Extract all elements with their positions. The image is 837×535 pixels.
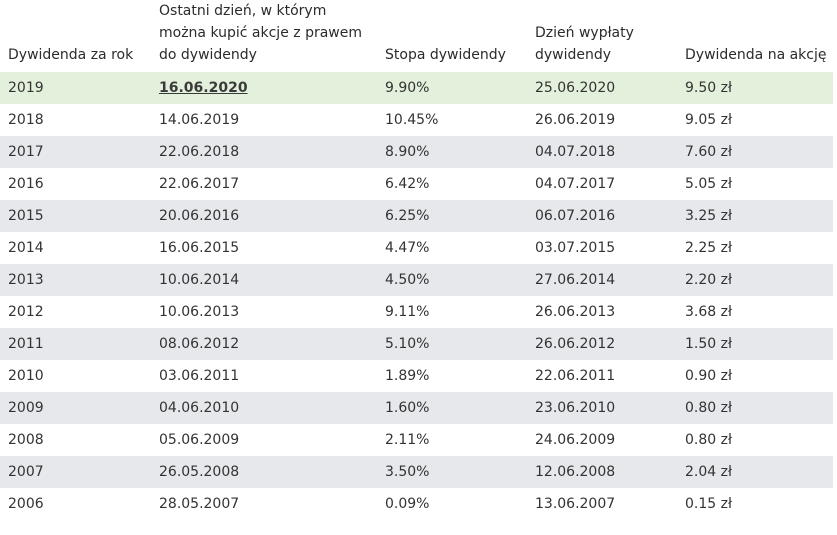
cell-per-share: 0.15 zł — [685, 496, 732, 512]
cell-year: 2014 — [8, 240, 44, 256]
cell-payment-day: 26.06.2019 — [535, 112, 616, 128]
cell-last-day: 16.06.2015 — [159, 240, 240, 256]
cell-last-day: 10.06.2013 — [159, 304, 240, 320]
cell-per-share: 9.50 zł — [677, 72, 833, 104]
cell-payment-day: 27.06.2014 — [527, 264, 677, 296]
cell-last-day: 03.06.2011 — [159, 368, 240, 384]
cell-year: 2016 — [8, 176, 44, 192]
table-row: 2015 20.06.2016 6.25% 06.07.2016 3.25 zł — [0, 200, 833, 232]
cell-payment-day: 23.06.2010 — [527, 392, 677, 424]
cell-yield: 4.50% — [377, 264, 527, 296]
cell-payment-day: 04.07.2017 — [535, 176, 616, 192]
cell-last-day: 28.05.2007 — [159, 496, 240, 512]
cell-yield: 4.47% — [385, 240, 430, 256]
cell-per-share: 3.25 zł — [677, 200, 833, 232]
table-row: 2009 04.06.2010 1.60% 23.06.2010 0.80 zł — [0, 392, 833, 424]
header-last-day: Ostatni dzień, w którym można kupić akcj… — [159, 3, 362, 63]
cell-payment-day: 13.06.2007 — [535, 496, 616, 512]
cell-last-day: 05.06.2009 — [159, 432, 240, 448]
table-row: 2008 05.06.2009 2.11% 24.06.2009 0.80 zł — [0, 424, 833, 456]
cell-year: 2018 — [8, 112, 44, 128]
dividend-history-table: Dywidenda za rok Ostatni dzień, w którym… — [0, 0, 833, 520]
cell-payment-day: 24.06.2009 — [535, 432, 616, 448]
table-row: 2007 26.05.2008 3.50% 12.06.2008 2.04 zł — [0, 456, 833, 488]
cell-yield: 1.60% — [377, 392, 527, 424]
cell-year: 2008 — [8, 432, 44, 448]
cell-yield: 6.25% — [377, 200, 527, 232]
table-row: 2012 10.06.2013 9.11% 26.06.2013 3.68 zł — [0, 296, 833, 328]
cell-year: 2013 — [0, 264, 151, 296]
table-row: 2019 16.06.2020 9.90% 25.06.2020 9.50 zł — [0, 72, 833, 104]
cell-yield: 2.11% — [385, 432, 430, 448]
cell-payment-day: 25.06.2020 — [527, 72, 677, 104]
cell-year: 2012 — [8, 304, 44, 320]
table-row: 2013 10.06.2014 4.50% 27.06.2014 2.20 zł — [0, 264, 833, 296]
header-dividend-year: Dywidenda za rok — [8, 47, 134, 63]
cell-year: 2007 — [0, 456, 151, 488]
cell-last-day: 26.05.2008 — [151, 456, 377, 488]
cell-last-day: 10.06.2014 — [151, 264, 377, 296]
header-dividend-yield: Stopa dywidendy — [385, 47, 506, 63]
cell-per-share: 2.20 zł — [677, 264, 833, 296]
cell-yield: 3.50% — [377, 456, 527, 488]
cell-payment-day: 03.07.2015 — [535, 240, 616, 256]
cell-per-share: 5.05 zł — [685, 176, 732, 192]
table-row: 2014 16.06.2015 4.47% 03.07.2015 2.25 zł — [0, 232, 833, 264]
cell-payment-day: 26.06.2013 — [535, 304, 616, 320]
cell-per-share: 0.80 zł — [677, 392, 833, 424]
cell-yield: 1.89% — [385, 368, 430, 384]
cell-per-share: 9.05 zł — [685, 112, 732, 128]
table-row: 2006 28.05.2007 0.09% 13.06.2007 0.15 zł — [0, 488, 833, 520]
cell-year: 2015 — [0, 200, 151, 232]
cell-yield: 10.45% — [385, 112, 439, 128]
cell-last-day: 04.06.2010 — [151, 392, 377, 424]
cell-yield: 9.90% — [377, 72, 527, 104]
cell-last-day: 20.06.2016 — [151, 200, 377, 232]
cell-per-share: 7.60 zł — [677, 136, 833, 168]
cell-last-day: 08.06.2012 — [151, 328, 377, 360]
cell-last-day: 14.06.2019 — [159, 112, 240, 128]
cell-year: 2011 — [0, 328, 151, 360]
cell-year: 2019 — [0, 72, 151, 104]
cell-last-day: 22.06.2018 — [151, 136, 377, 168]
header-payment-day: Dzień wypłaty dywidendy — [535, 25, 634, 63]
cell-per-share: 2.25 zł — [685, 240, 732, 256]
cell-last-day: 22.06.2017 — [159, 176, 240, 192]
cell-yield: 6.42% — [385, 176, 430, 192]
cell-last-day: 16.06.2020 — [151, 72, 377, 104]
table-row: 2017 22.06.2018 8.90% 04.07.2018 7.60 zł — [0, 136, 833, 168]
cell-payment-day: 04.07.2018 — [527, 136, 677, 168]
last-day-link[interactable]: 16.06.2020 — [159, 80, 248, 96]
table-row: 2010 03.06.2011 1.89% 22.06.2011 0.90 zł — [0, 360, 833, 392]
table-header-row: Dywidenda za rok Ostatni dzień, w którym… — [0, 0, 833, 72]
cell-year: 2009 — [0, 392, 151, 424]
table-row: 2016 22.06.2017 6.42% 04.07.2017 5.05 zł — [0, 168, 833, 200]
table-header: Dywidenda za rok Ostatni dzień, w którym… — [0, 0, 833, 72]
cell-payment-day: 06.07.2016 — [527, 200, 677, 232]
table-row: 2018 14.06.2019 10.45% 26.06.2019 9.05 z… — [0, 104, 833, 136]
table-row: 2011 08.06.2012 5.10% 26.06.2012 1.50 zł — [0, 328, 833, 360]
cell-yield: 5.10% — [377, 328, 527, 360]
cell-yield: 0.09% — [385, 496, 430, 512]
cell-yield: 8.90% — [377, 136, 527, 168]
table-body: 2019 16.06.2020 9.90% 25.06.2020 9.50 zł… — [0, 72, 833, 520]
cell-year: 2010 — [8, 368, 44, 384]
cell-per-share: 0.80 zł — [685, 432, 732, 448]
cell-payment-day: 26.06.2012 — [527, 328, 677, 360]
cell-yield: 9.11% — [385, 304, 430, 320]
cell-per-share: 2.04 zł — [677, 456, 833, 488]
header-dividend-per-share: Dywidenda na akcję — [685, 47, 827, 63]
cell-per-share: 0.90 zł — [685, 368, 732, 384]
cell-year: 2017 — [0, 136, 151, 168]
cell-year: 2006 — [8, 496, 44, 512]
cell-per-share: 1.50 zł — [677, 328, 833, 360]
cell-payment-day: 22.06.2011 — [535, 368, 616, 384]
cell-per-share: 3.68 zł — [685, 304, 732, 320]
cell-payment-day: 12.06.2008 — [527, 456, 677, 488]
